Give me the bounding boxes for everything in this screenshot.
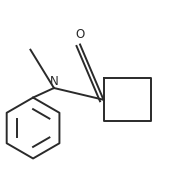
Text: O: O <box>75 29 85 41</box>
Text: N: N <box>50 75 58 88</box>
